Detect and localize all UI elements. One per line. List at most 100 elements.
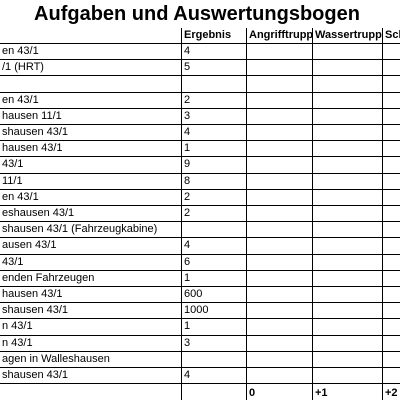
- score-cell: [383, 93, 400, 109]
- score-cell: [383, 109, 400, 125]
- column-header: Ergebnis: [182, 28, 247, 44]
- score-cell: [247, 206, 313, 223]
- score-cell: [313, 287, 383, 304]
- score-cell: [247, 141, 313, 158]
- task-label: shausen 43/1 (Fahrzeugkabine): [0, 222, 182, 239]
- score-cell: [313, 368, 383, 385]
- result-cell: 4: [182, 125, 247, 142]
- score-cell: [247, 92, 313, 109]
- score-cell: [247, 125, 313, 142]
- score-cell: [313, 206, 383, 223]
- score-cell: [383, 255, 400, 271]
- score-cell: [383, 352, 400, 368]
- score-cell: [247, 76, 313, 93]
- task-label: en 43/1: [0, 189, 182, 206]
- score-cell: [247, 303, 313, 320]
- task-label: hausen 43/1: [0, 287, 182, 304]
- score-cell: [313, 254, 383, 271]
- result-cell: [182, 222, 247, 239]
- task-label: shausen 43/1: [0, 303, 182, 320]
- score-cell: [247, 287, 313, 304]
- score-cell: [383, 287, 400, 304]
- task-label: n 43/1: [0, 335, 182, 352]
- score-cell: [383, 222, 400, 239]
- result-cell: 3: [182, 108, 247, 125]
- score-cell: [247, 351, 313, 368]
- footer-cell: [0, 384, 182, 400]
- score-cell: [247, 319, 313, 336]
- task-label: shausen 43/1: [0, 125, 182, 142]
- task-label: 43/1: [0, 157, 182, 174]
- result-cell: 9: [182, 157, 247, 174]
- column-header: Sch: [383, 28, 400, 44]
- score-cell: [313, 76, 383, 93]
- score-cell: [383, 368, 400, 385]
- score-cell: [383, 44, 400, 61]
- score-cell: [313, 60, 383, 77]
- task-label: 43/1: [0, 254, 182, 271]
- score-cell: [313, 44, 383, 61]
- score-cell: [383, 125, 400, 142]
- score-cell: [313, 189, 383, 206]
- score-cell: [247, 189, 313, 206]
- score-cell: [247, 238, 313, 255]
- score-cell: [247, 335, 313, 352]
- score-cell: [313, 222, 383, 239]
- score-cell: [313, 141, 383, 158]
- task-label: ausen 43/1: [0, 238, 182, 255]
- result-cell: 2: [182, 92, 247, 109]
- score-cell: [313, 125, 383, 142]
- score-cell: [247, 108, 313, 125]
- result-cell: [182, 351, 247, 368]
- result-cell: 3: [182, 335, 247, 352]
- score-cell: [247, 44, 313, 61]
- score-cell: [383, 157, 400, 174]
- result-cell: 1: [182, 270, 247, 287]
- task-label: eshausen 43/1: [0, 206, 182, 223]
- score-cell: [313, 335, 383, 352]
- footer-score: +1: [313, 384, 383, 400]
- result-cell: [182, 76, 247, 93]
- footer-score: +2: [383, 384, 400, 400]
- score-cell: [383, 238, 400, 255]
- task-label: en 43/1: [0, 44, 182, 61]
- task-label: en 43/1: [0, 92, 182, 109]
- column-header: Angrifftrupp: [247, 28, 313, 44]
- score-cell: [383, 271, 400, 287]
- footer-cell: [182, 384, 247, 400]
- score-cell: [313, 157, 383, 174]
- result-cell: 6: [182, 254, 247, 271]
- result-cell: 2: [182, 206, 247, 223]
- score-cell: [383, 336, 400, 352]
- score-cell: [383, 76, 400, 93]
- score-cell: [383, 60, 400, 77]
- task-label: hausen 43/1: [0, 141, 182, 158]
- task-label: agen in Walleshausen: [0, 351, 182, 368]
- result-cell: 1000: [182, 303, 247, 320]
- score-cell: [247, 254, 313, 271]
- score-cell: [247, 270, 313, 287]
- score-cell: [247, 60, 313, 77]
- column-header: Wassertrupp: [313, 28, 383, 44]
- score-cell: [313, 270, 383, 287]
- score-cell: [247, 222, 313, 239]
- score-cell: [383, 206, 400, 223]
- header-cell: [0, 28, 182, 44]
- result-cell: 8: [182, 173, 247, 190]
- score-cell: [313, 108, 383, 125]
- score-cell: [313, 92, 383, 109]
- score-cell: [313, 303, 383, 320]
- score-cell: [247, 368, 313, 385]
- result-cell: 1: [182, 141, 247, 158]
- result-cell: 5: [182, 60, 247, 77]
- score-cell: [313, 351, 383, 368]
- result-cell: 2: [182, 189, 247, 206]
- result-cell: 1: [182, 319, 247, 336]
- result-cell: 4: [182, 44, 247, 61]
- task-label: 11/1: [0, 173, 182, 190]
- task-label: enden Fahrzeugen: [0, 270, 182, 287]
- task-label: shausen 43/1: [0, 368, 182, 385]
- result-cell: 4: [182, 368, 247, 385]
- result-cell: 600: [182, 287, 247, 304]
